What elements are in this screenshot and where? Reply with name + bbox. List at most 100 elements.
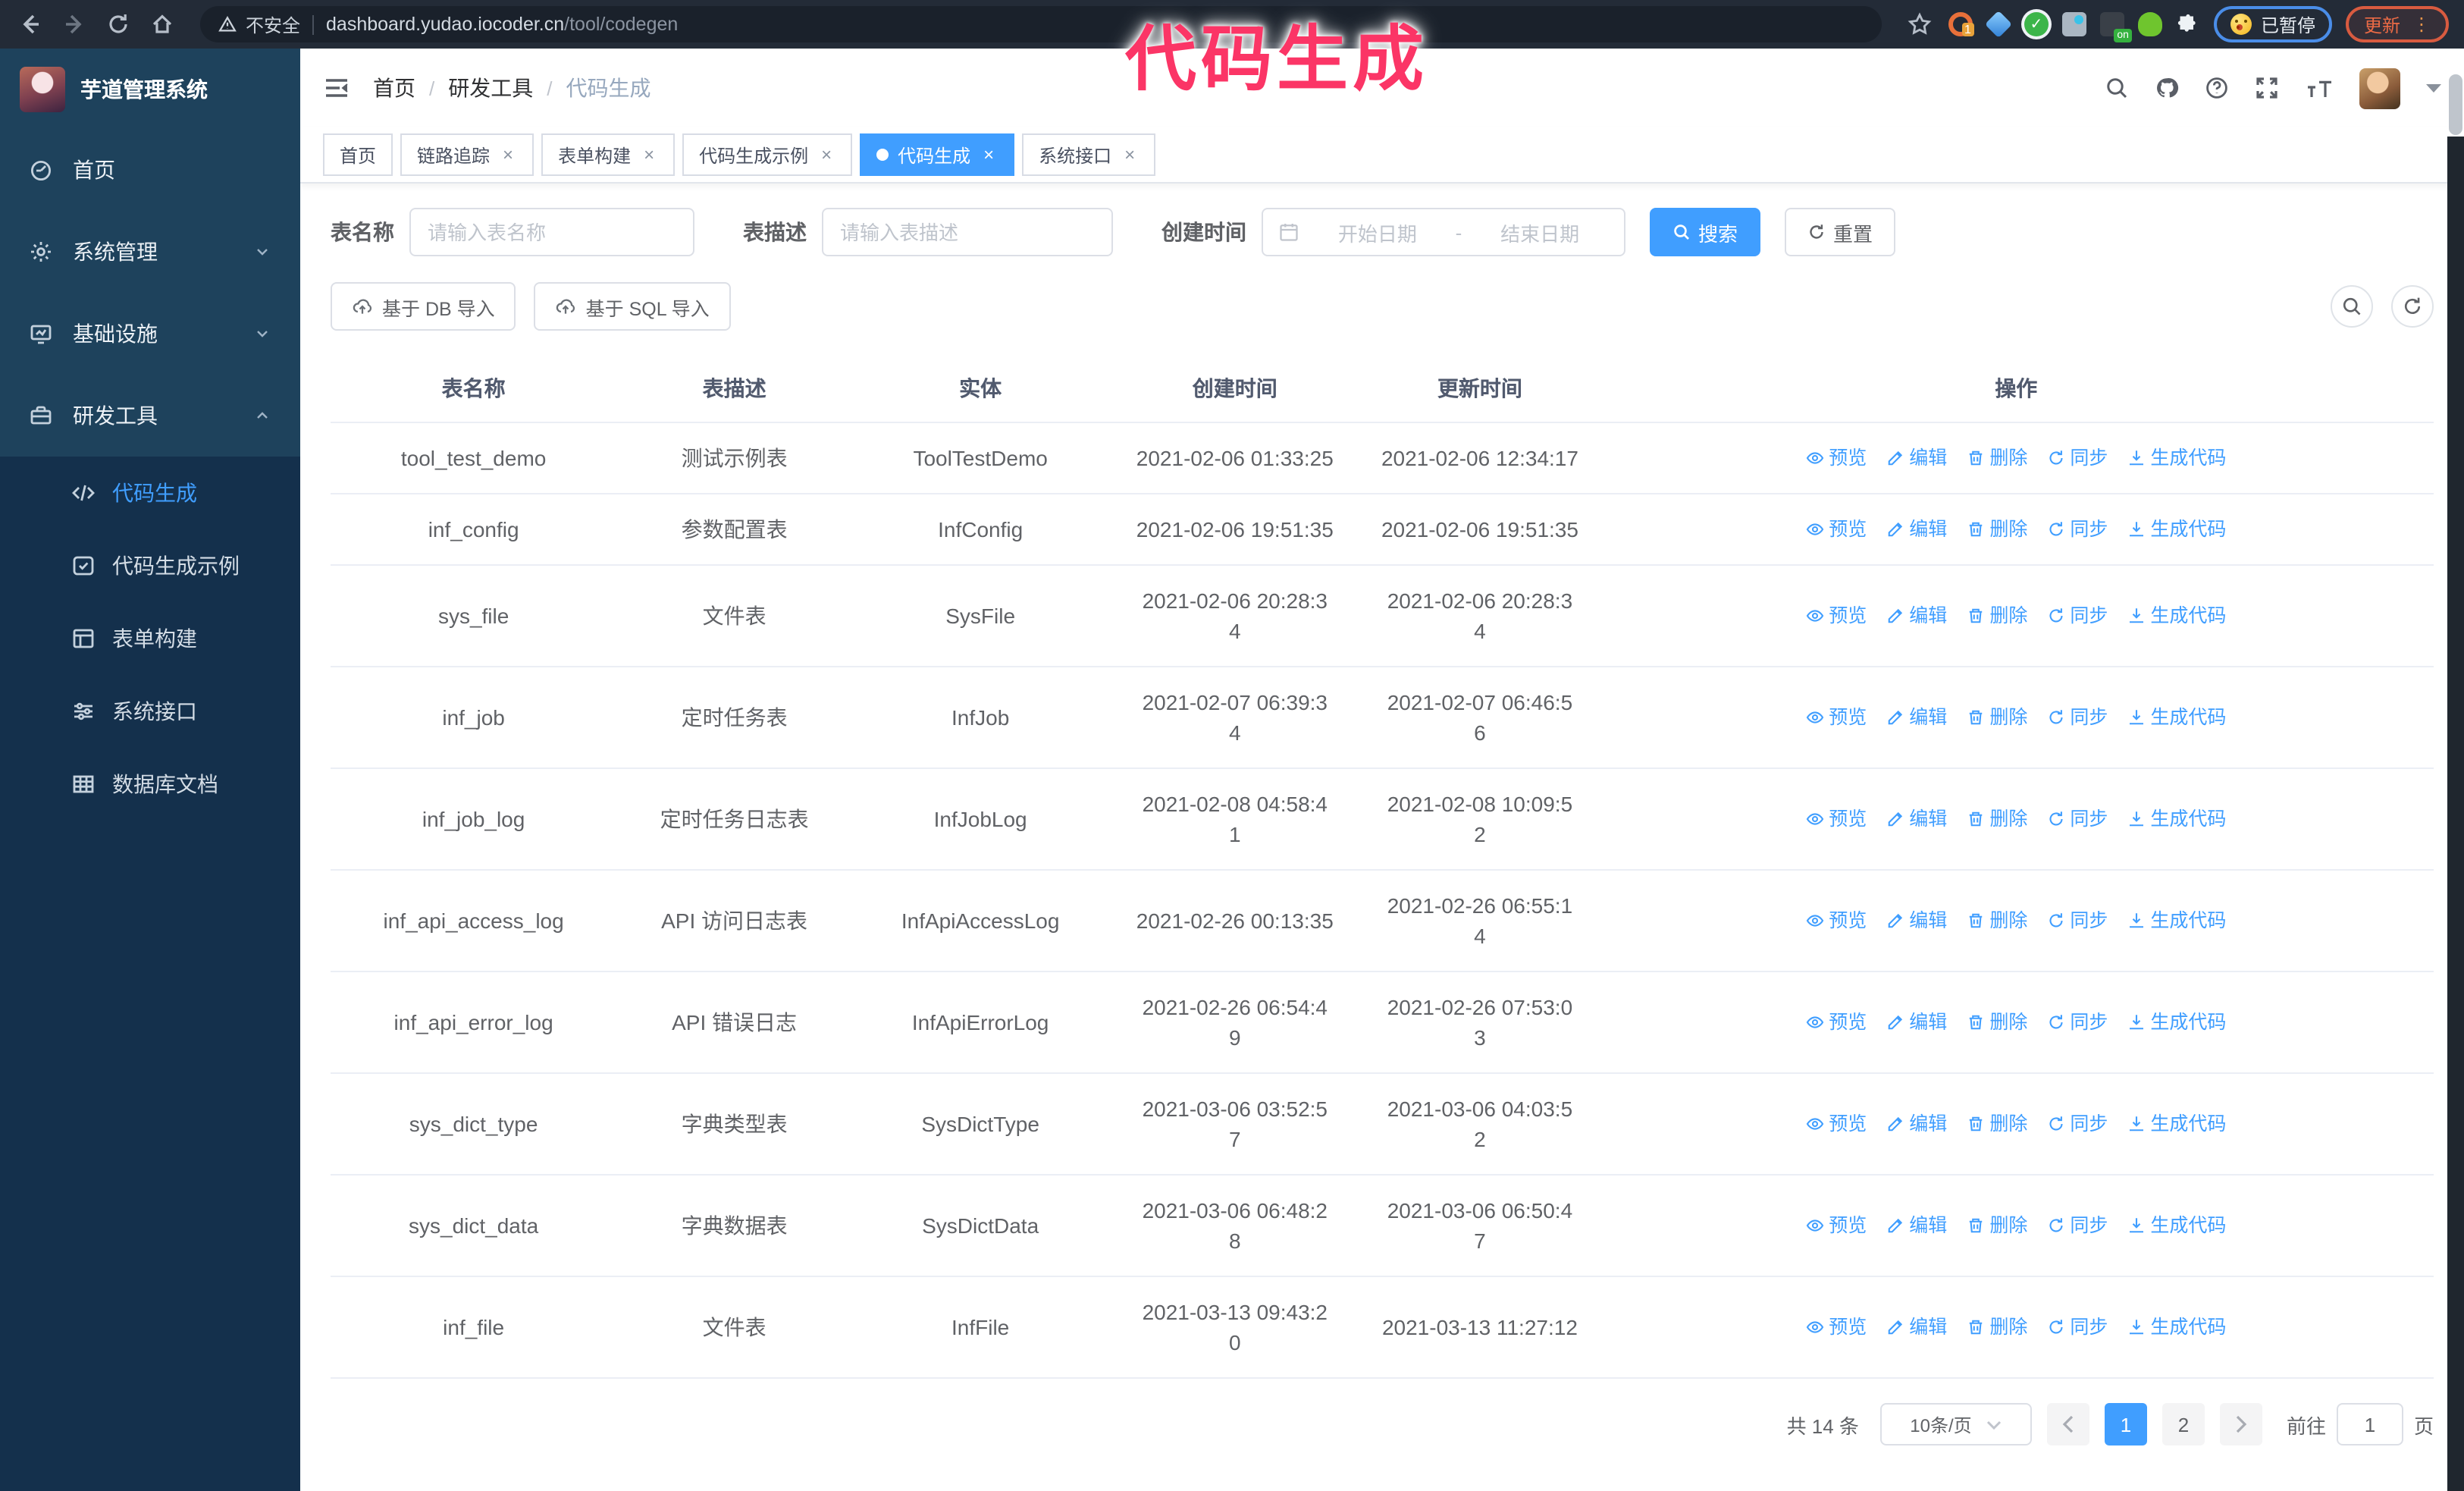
extension-icon-4[interactable]	[2061, 12, 2086, 36]
action-sync-link[interactable]: 同步	[2047, 1007, 2108, 1037]
date-range-picker[interactable]: 开始日期 - 结束日期	[1262, 208, 1625, 256]
sidebar-item-system[interactable]: 系统管理	[0, 211, 300, 293]
extension-icon-5[interactable]: on	[2099, 12, 2132, 42]
action-generate-code-link[interactable]: 生成代码	[2127, 1312, 2226, 1342]
action-generate-code-link[interactable]: 生成代码	[2127, 601, 2226, 631]
action-preview-link[interactable]: 预览	[1806, 1210, 1867, 1241]
profile-paused-chip[interactable]: 已暂停	[2213, 6, 2332, 42]
font-size-icon[interactable]	[2305, 76, 2334, 100]
action-delete-link[interactable]: 删除	[1967, 1312, 2027, 1342]
action-preview-link[interactable]: 预览	[1806, 1312, 1867, 1342]
reload-icon[interactable]	[103, 9, 133, 39]
page-button-1[interactable]: 1	[2104, 1403, 2147, 1445]
sidebar-item-codegen[interactable]: 代码生成	[0, 457, 300, 529]
action-sync-link[interactable]: 同步	[2047, 1312, 2108, 1342]
tab-close-icon[interactable]	[640, 144, 658, 165]
caret-down-icon[interactable]	[2426, 82, 2441, 94]
action-delete-link[interactable]: 删除	[1967, 1007, 2027, 1037]
action-delete-link[interactable]: 删除	[1967, 804, 2027, 834]
action-sync-link[interactable]: 同步	[2047, 906, 2108, 936]
page-size-select[interactable]: 10条/页	[1879, 1403, 2032, 1445]
breadcrumb-home[interactable]: 首页	[373, 76, 415, 100]
scrollbar-track[interactable]	[2447, 137, 2464, 1491]
action-edit-link[interactable]: 编辑	[1886, 906, 1947, 936]
action-edit-link[interactable]: 编辑	[1886, 514, 1947, 545]
action-edit-link[interactable]: 编辑	[1886, 1210, 1947, 1241]
action-generate-code-link[interactable]: 生成代码	[2127, 1109, 2226, 1139]
goto-page-input[interactable]	[2336, 1403, 2403, 1445]
action-preview-link[interactable]: 预览	[1806, 601, 1867, 631]
home-icon[interactable]	[147, 9, 177, 39]
reset-button[interactable]: 重置	[1785, 208, 1896, 256]
action-generate-code-link[interactable]: 生成代码	[2127, 1210, 2226, 1241]
action-edit-link[interactable]: 编辑	[1886, 804, 1947, 834]
next-page-button[interactable]	[2219, 1403, 2262, 1445]
extension-puzzle-icon[interactable]	[2176, 12, 2200, 36]
sidebar-item-db-docs[interactable]: 数据库文档	[0, 748, 300, 821]
prev-page-button[interactable]	[2046, 1403, 2089, 1445]
extension-icon-6[interactable]	[2137, 12, 2162, 36]
tab-2[interactable]: 表单构建	[541, 133, 676, 176]
action-delete-link[interactable]: 删除	[1967, 443, 2027, 473]
action-generate-code-link[interactable]: 生成代码	[2127, 804, 2226, 834]
sidebar-item-dev-tools[interactable]: 研发工具	[0, 375, 300, 457]
fullscreen-icon[interactable]	[2255, 76, 2279, 100]
action-delete-link[interactable]: 删除	[1967, 514, 2027, 545]
action-delete-link[interactable]: 删除	[1967, 601, 2027, 631]
action-preview-link[interactable]: 预览	[1806, 804, 1867, 834]
toggle-search-button[interactable]	[2331, 285, 2373, 328]
extension-icon-3[interactable]: ✓	[2024, 12, 2049, 36]
action-generate-code-link[interactable]: 生成代码	[2127, 906, 2226, 936]
tab-close-icon[interactable]	[1121, 144, 1139, 165]
action-edit-link[interactable]: 编辑	[1886, 1109, 1947, 1139]
action-sync-link[interactable]: 同步	[2047, 1109, 2108, 1139]
table-desc-input[interactable]	[822, 208, 1113, 256]
address-bar[interactable]: 不安全 dashboard.yudao.iocoder.cn/tool/code…	[200, 6, 1882, 42]
security-warning[interactable]: 不安全	[218, 11, 300, 37]
tab-3[interactable]: 代码生成示例	[682, 133, 853, 176]
refresh-table-button[interactable]	[2391, 285, 2434, 328]
tab-0[interactable]: 首页	[323, 133, 393, 176]
search-icon[interactable]	[2105, 76, 2129, 100]
action-sync-link[interactable]: 同步	[2047, 514, 2108, 545]
menu-kebab-icon[interactable]	[2412, 15, 2431, 33]
sidebar-item-form-builder[interactable]: 表单构建	[0, 602, 300, 675]
back-icon[interactable]	[15, 9, 45, 39]
action-sync-link[interactable]: 同步	[2047, 601, 2108, 631]
github-icon[interactable]	[2155, 76, 2179, 100]
help-icon[interactable]	[2205, 76, 2229, 100]
user-avatar[interactable]	[2359, 67, 2400, 108]
forward-icon[interactable]	[59, 9, 89, 39]
extension-icon-1[interactable]: 1	[1948, 12, 1974, 36]
action-edit-link[interactable]: 编辑	[1886, 1312, 1947, 1342]
tab-close-icon[interactable]	[980, 144, 998, 165]
action-delete-link[interactable]: 删除	[1967, 702, 2027, 733]
action-preview-link[interactable]: 预览	[1806, 1007, 1867, 1037]
action-preview-link[interactable]: 预览	[1806, 514, 1867, 545]
action-generate-code-link[interactable]: 生成代码	[2127, 443, 2226, 473]
action-delete-link[interactable]: 删除	[1967, 1109, 2027, 1139]
tab-5[interactable]: 系统接口	[1022, 133, 1156, 176]
action-generate-code-link[interactable]: 生成代码	[2127, 514, 2226, 545]
table-name-input[interactable]	[409, 208, 694, 256]
page-button-2[interactable]: 2	[2161, 1403, 2205, 1445]
action-delete-link[interactable]: 删除	[1967, 1210, 2027, 1241]
import-sql-button[interactable]: 基于 SQL 导入	[534, 282, 731, 331]
sidebar-item-system-api[interactable]: 系统接口	[0, 675, 300, 748]
action-edit-link[interactable]: 编辑	[1886, 601, 1947, 631]
search-button[interactable]: 搜索	[1650, 208, 1761, 256]
action-sync-link[interactable]: 同步	[2047, 1210, 2108, 1241]
tab-1[interactable]: 链路追踪	[400, 133, 534, 176]
action-edit-link[interactable]: 编辑	[1886, 443, 1947, 473]
sidebar-item-infrastructure[interactable]: 基础设施	[0, 293, 300, 375]
action-preview-link[interactable]: 预览	[1806, 702, 1867, 733]
import-db-button[interactable]: 基于 DB 导入	[331, 282, 516, 331]
action-sync-link[interactable]: 同步	[2047, 804, 2108, 834]
sidebar-item-codegen-example[interactable]: 代码生成示例	[0, 529, 300, 602]
sidebar-item-home[interactable]: 首页	[0, 129, 300, 211]
action-sync-link[interactable]: 同步	[2047, 443, 2108, 473]
action-generate-code-link[interactable]: 生成代码	[2127, 1007, 2226, 1037]
extension-icon-2[interactable]	[1984, 10, 2013, 39]
action-sync-link[interactable]: 同步	[2047, 702, 2108, 733]
action-edit-link[interactable]: 编辑	[1886, 702, 1947, 733]
